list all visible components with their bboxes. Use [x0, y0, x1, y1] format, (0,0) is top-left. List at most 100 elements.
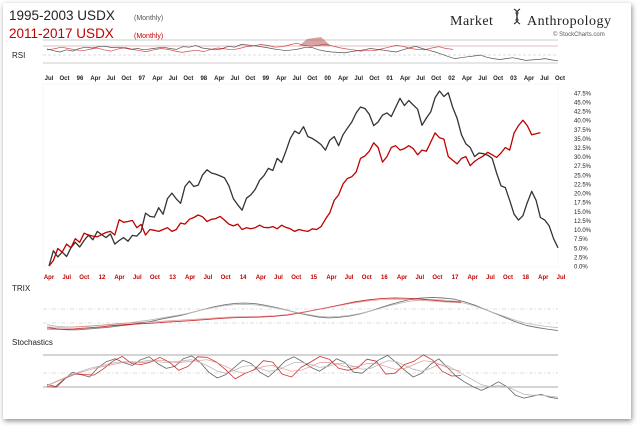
top-axis-label: Jul [292, 76, 301, 82]
bottom-axis-label: Oct [221, 275, 231, 281]
y-tick-label: 32.5% [574, 146, 592, 152]
top-axis-label: Jul [354, 76, 363, 82]
top-axis-label: Apr [462, 76, 473, 82]
top-axis-label: 97 [139, 76, 146, 82]
stoch-series-layer [46, 354, 559, 399]
bottom-axis-label: Oct [503, 275, 513, 281]
y-tick-label: 40.0% [574, 119, 592, 125]
stoch-label: Stochastics [12, 338, 53, 347]
bottom-axis-label: Apr [256, 275, 267, 281]
rsi-overbought-shade [299, 37, 331, 46]
top-axis-label: Apr [214, 76, 225, 82]
top-axis-label: Oct [493, 76, 503, 82]
bottom-axis-label: 16 [381, 275, 388, 281]
price-series-layer [48, 90, 559, 267]
top-axis-label: 96 [77, 76, 84, 82]
bottom-axis-label: Apr [468, 275, 479, 281]
bottom-axis-label: Oct [432, 275, 442, 281]
trix-series-layer [46, 296, 559, 332]
top-axis-label: 99 [262, 76, 269, 82]
title-1995: 1995-2003 USDX [9, 8, 115, 23]
top-axis-label: 00 [324, 76, 331, 82]
top-axis-label: Apr [90, 76, 101, 82]
y-tick-label: 37.5% [574, 128, 592, 134]
top-axis: Jul Oct 96 Apr Jul Oct 97 Apr Jul Oct 98 Apr Jul Oct 9… [45, 76, 565, 82]
y-tick-label: 30.0% [574, 155, 592, 161]
chart-frame: 1995-2003 USDX (Monthly) 2011-2017 USDX … [3, 3, 631, 419]
bottom-axis-label: Oct [79, 275, 89, 281]
bottom-axis-label: Jul [486, 275, 495, 281]
bottom-axis-label: Apr [397, 275, 408, 281]
bottom-axis-label: 13 [169, 275, 176, 281]
brand-right: Anthropology [527, 14, 612, 29]
credit-text: © StockCharts.com [553, 31, 605, 38]
bottom-axis-label: Jul [557, 275, 566, 281]
bottom-axis-label: Apr [326, 275, 337, 281]
trix-signal-1995 [46, 299, 559, 329]
title-2011-sub: (Monthly) [134, 33, 163, 40]
y-tick-label: 10.0% [574, 228, 592, 234]
top-axis-label: Apr [276, 76, 287, 82]
bottom-axis-label: Oct [291, 275, 301, 281]
stoch-d-2011 [46, 359, 462, 386]
top-axis-label: Apr [338, 76, 349, 82]
y-axis: 47.5% 45.0% 42.5% 40.0% 37.5% 35.0% 32.5% 30.0%… [574, 91, 592, 270]
top-axis-label: 01 [386, 76, 393, 82]
bottom-axis-label: 12 [99, 275, 106, 281]
y-tick-label: 47.5% [574, 91, 592, 97]
series-line-1995 [48, 90, 559, 267]
rsi-series-layer [46, 37, 559, 62]
top-axis-label: Jul [107, 76, 116, 82]
y-tick-label: 5.0% [574, 246, 588, 252]
top-axis-label: Jul [416, 76, 425, 82]
top-axis-label: 03 [510, 76, 517, 82]
bottom-axis-label: 14 [240, 275, 247, 281]
price-panel [42, 83, 559, 268]
y-tick-label: 42.5% [574, 110, 592, 116]
y-tick-label: 25.0% [574, 173, 592, 179]
bottom-axis-label: 18 [522, 275, 529, 281]
top-axis-label: Oct [121, 76, 131, 82]
series-line-2011 [48, 119, 541, 267]
y-tick-label: 27.5% [574, 164, 592, 170]
y-tick-label: 12.5% [574, 219, 592, 225]
bottom-axis-label: Apr [44, 275, 55, 281]
y-tick-label: 22.5% [574, 183, 592, 189]
bottom-axis-label: 15 [310, 275, 317, 281]
top-axis-label: Oct [431, 76, 441, 82]
top-axis-label: Oct [59, 76, 69, 82]
chart-svg: 1995-2003 USDX (Monthly) 2011-2017 USDX … [9, 8, 612, 399]
y-tick-label: 20.0% [574, 192, 592, 198]
rsi-line-2011 [46, 42, 454, 53]
y-tick-label: 0.0% [574, 265, 588, 271]
top-axis-label: Apr [524, 76, 535, 82]
rsi-line-1995 [46, 44, 559, 62]
top-axis-label: Oct [245, 76, 255, 82]
y-tick-label: 7.5% [574, 237, 588, 243]
bottom-axis: Apr Jul Oct 12 Apr Jul Oct 13 Apr Jul Oct 14 Apr Jul O… [44, 275, 566, 281]
bottom-axis-label: Oct [362, 275, 372, 281]
stoch-d-1995 [46, 359, 559, 398]
y-tick-label: 45.0% [574, 100, 592, 106]
top-axis-label: Oct [307, 76, 317, 82]
y-tick-label: 17.5% [574, 201, 592, 207]
bottom-axis-label: Jul [133, 275, 142, 281]
title-1995-sub: (Monthly) [134, 15, 163, 22]
bottom-axis-label: Jul [274, 275, 283, 281]
y-tick-label: 15.0% [574, 210, 592, 216]
bottom-axis-label: Apr [114, 275, 125, 281]
trix-line-1995 [46, 296, 559, 332]
rsi-label: RSI [12, 51, 25, 60]
bottom-axis-label: Jul [204, 275, 213, 281]
top-axis-label: 02 [448, 76, 455, 82]
bottom-axis-label: Jul [415, 275, 424, 281]
trix-signal-2011 [46, 298, 462, 328]
top-axis-label: Jul [230, 76, 239, 82]
bottom-axis-label: Apr [185, 275, 196, 281]
top-axis-label: Apr [152, 76, 163, 82]
trix-label: TRIX [12, 284, 31, 293]
brand-left: Market [450, 14, 493, 29]
top-axis-label: Oct [369, 76, 379, 82]
top-axis-label: Jul [45, 76, 54, 82]
top-axis-label: 98 [200, 76, 207, 82]
